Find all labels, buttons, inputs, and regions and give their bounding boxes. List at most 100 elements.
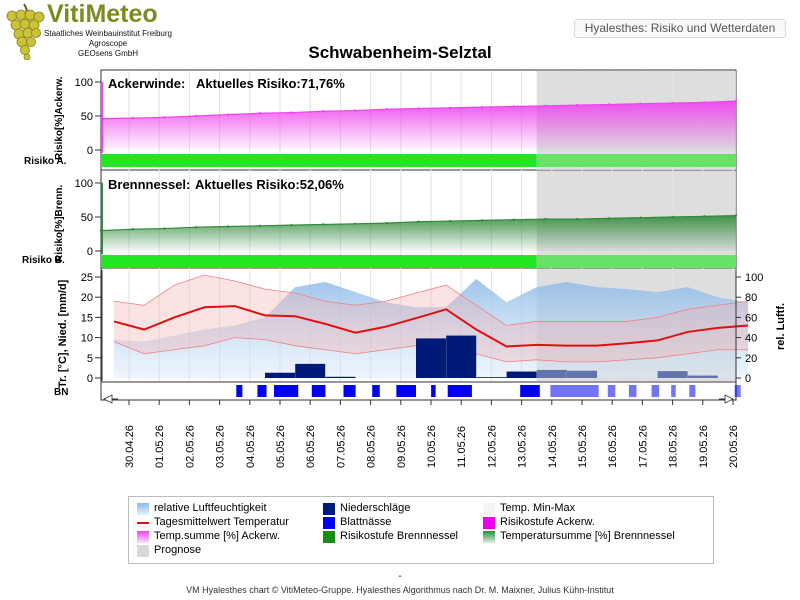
- weather-right-tick-label: 100: [745, 272, 763, 284]
- ackerwinde-point: [671, 101, 674, 105]
- date-label: 02.05.26: [184, 425, 196, 468]
- precip-bar: [536, 369, 567, 378]
- ackerwinde-point: [639, 102, 642, 105]
- brennnessel-point: [163, 227, 166, 230]
- tab-risk-weather[interactable]: Hyalesthes: Risiko und Wetterdaten: [574, 19, 786, 38]
- leaf-wetness-bar: [311, 385, 326, 397]
- precip-bar: [687, 375, 718, 378]
- brennnessel-point: [195, 226, 198, 229]
- date-label: 15.05.26: [577, 425, 589, 468]
- leaf-wetness-bar: [372, 385, 380, 397]
- scroll-left-icon[interactable]: [103, 394, 118, 404]
- footer-dash: -: [398, 571, 402, 582]
- weather-right-tick-label: 60: [745, 312, 757, 324]
- date-label: 03.05.26: [215, 425, 227, 468]
- org-line-3: GEOsens GmbH: [77, 49, 138, 58]
- leaf-wetness-bar: [520, 385, 540, 397]
- date-label: 20.05.26: [728, 425, 740, 468]
- brennnessel-point: [290, 223, 293, 227]
- date-label: 19.05.26: [698, 425, 710, 468]
- brennnessel-point: [639, 216, 642, 219]
- date-label: 16.05.26: [607, 425, 619, 468]
- leaf-wetness-bar: [671, 385, 676, 397]
- leaf-wetness-bar: [431, 385, 436, 397]
- ackerwinde-point: [734, 99, 738, 103]
- brennnessel-title: Brennnessel:: [108, 177, 190, 192]
- ackerwinde-point: [131, 116, 134, 120]
- leaf-wetness-bar: [734, 385, 741, 397]
- ackerwinde-point: [258, 112, 261, 115]
- temp-mean-line: [113, 305, 749, 348]
- leaf-wetness-bar: [607, 385, 616, 397]
- ackerwinde-tick-label: 50: [81, 111, 93, 123]
- brennnessel-point: [607, 217, 611, 220]
- date-label: 05.05.26: [275, 425, 287, 468]
- ackerwinde-point: [544, 104, 547, 108]
- brennnessel-risk-bar-forecast: [536, 255, 736, 268]
- brennnessel-tick-label: 50: [81, 212, 93, 224]
- legend: relative Luftfeuchtigkeit Niederschläge …: [128, 496, 714, 564]
- brennnessel-tick-label: 0: [87, 246, 93, 258]
- ackerwinde-point: [703, 101, 706, 104]
- leaf-wetness-bar: [689, 385, 696, 397]
- leaf-wetness-bar: [274, 385, 299, 397]
- ackerwinde-point: [417, 107, 420, 110]
- ackerwinde-point: [322, 110, 325, 113]
- temp-range-band: [113, 274, 749, 362]
- scroll-right-icon[interactable]: [719, 394, 734, 404]
- date-label: 18.05.26: [668, 425, 680, 468]
- brennnessel-tick-label: 100: [75, 178, 93, 190]
- panel-frame-leafwet: [100, 381, 737, 401]
- date-label: 07.05.26: [335, 425, 347, 468]
- date-label: 13.05.26: [517, 425, 529, 468]
- brennnessel-point: [322, 223, 325, 226]
- date-label: 17.05.26: [637, 425, 649, 468]
- ackerwinde-point: [385, 108, 388, 111]
- humidity-area: [113, 279, 749, 378]
- leaf-wetness-bar: [343, 385, 356, 397]
- weather-right-tick-label: 80: [745, 292, 757, 304]
- risk-row-label-b: Risiko B.: [22, 255, 65, 266]
- brennnessel-point: [734, 214, 738, 217]
- precip-bar: [567, 370, 597, 378]
- ackerwinde-risk-bar-forecast: [536, 154, 736, 167]
- logo-name: VitiMeteo: [47, 0, 158, 28]
- ackerwinde-point: [226, 113, 230, 116]
- weather-left-tick-label: 0: [87, 373, 93, 385]
- precip-bar: [657, 371, 688, 378]
- leaf-wetness-bar: [396, 385, 416, 397]
- org-line-1: Staatliches Weinbauinstitut Freiburg: [44, 29, 172, 38]
- precip-bar: [416, 338, 446, 378]
- weather-left-tick-label: 15: [81, 312, 93, 324]
- weather-ylabel-right: rel. Luftf.: [775, 303, 787, 350]
- brennnessel-point: [226, 225, 230, 228]
- org-line-2: Agroscope: [88, 39, 128, 48]
- ackerwinde-point: [290, 111, 293, 114]
- brennnessel-area: [101, 215, 736, 251]
- date-label: 04.05.26: [245, 425, 257, 468]
- leaf-wetness-bar: [628, 385, 637, 397]
- ackerwinde-risk-bar: [102, 154, 537, 167]
- weather-ylabel-left: Tr. [°C], Nied. [mm/d]: [57, 279, 69, 388]
- risk-row-label-a: Risiko A.: [24, 156, 67, 167]
- brennnessel-point: [131, 228, 134, 231]
- brennnessel-risk-text: Aktuelles Risiko:52,06%: [195, 177, 344, 192]
- weather-right-tick-label: 40: [745, 333, 757, 345]
- leafwet-label: BN: [54, 387, 68, 398]
- brennnessel-point: [258, 224, 261, 228]
- brennnessel-point: [417, 220, 420, 223]
- precip-bar: [506, 371, 537, 378]
- brennnessel-point: [703, 215, 706, 218]
- date-label: 14.05.26: [547, 425, 559, 468]
- footer-credit: VM Hyalesthes chart © VitiMeteo-Gruppe. …: [186, 585, 614, 595]
- brennnessel-risk-bar: [102, 255, 537, 268]
- ackerwinde-point: [607, 103, 611, 106]
- ackerwinde-risk-text: Aktuelles Risiko:71,76%: [196, 76, 345, 91]
- brennnessel-point: [480, 219, 484, 222]
- leaf-wetness-bar: [651, 385, 660, 397]
- date-label: 09.05.26: [396, 425, 408, 468]
- brennnessel-point: [544, 217, 547, 221]
- brennnessel-point: [512, 218, 515, 221]
- brennnessel-point: [449, 219, 452, 223]
- ackerwinde-point: [195, 114, 198, 118]
